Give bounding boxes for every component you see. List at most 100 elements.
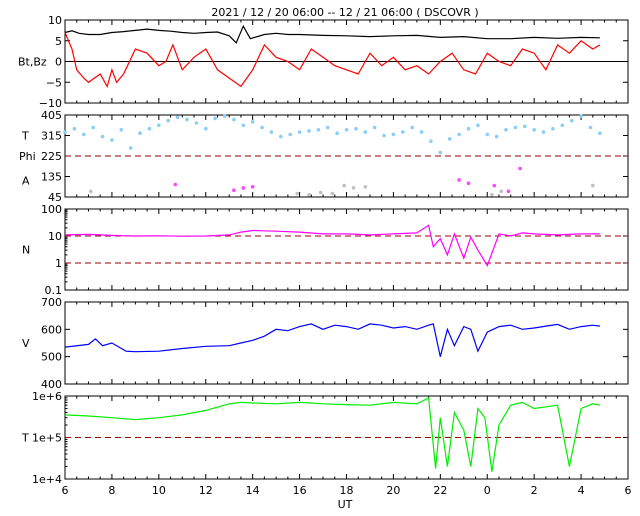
- x-tick-label: 6: [625, 484, 632, 497]
- series-line-V: [64, 323, 600, 357]
- data-point-theta: [316, 128, 321, 132]
- data-point-theta: [325, 125, 330, 130]
- y-tick-label: 1: [55, 257, 62, 270]
- data-point-phi_markers: [457, 178, 461, 182]
- y-tick-label: 1e+5: [32, 432, 62, 445]
- data-point-theta: [579, 114, 583, 118]
- panels: 1050−5−10Bt,Bz40531522513545TPhiA1001010…: [18, 14, 629, 486]
- y-axis-label-a: A: [22, 175, 30, 188]
- x-tick-label: 0: [484, 484, 491, 497]
- data-point-theta: [354, 126, 358, 131]
- x-tick-label: 8: [108, 484, 115, 497]
- data-point-theta: [307, 129, 311, 133]
- data-point-theta: [513, 125, 518, 130]
- data-point-theta: [260, 125, 264, 130]
- data-point-theta: [204, 126, 208, 131]
- data-point-theta: [72, 126, 77, 131]
- data-point-theta: [297, 130, 302, 134]
- data-point-theta: [419, 130, 424, 134]
- data-point-theta: [82, 132, 86, 137]
- y-tick-label: 405: [41, 109, 62, 122]
- data-point-theta: [363, 130, 368, 134]
- panel-temperature: 1e+6 1e+5 1e+4 T: [21, 390, 629, 486]
- x-tick-label: 12: [199, 484, 213, 497]
- y-axis-label: T: [21, 432, 29, 445]
- x-tick-label: 4: [578, 484, 585, 497]
- data-point-theta: [91, 125, 95, 130]
- data-point-phi_markers: [173, 182, 178, 187]
- series-phi_markers: [173, 166, 522, 194]
- data-point-theta: [457, 132, 461, 137]
- y-tick-label: 0: [55, 56, 62, 69]
- data-point-theta: [157, 123, 161, 128]
- data-point-theta: [382, 133, 386, 138]
- y-tick-label: −5: [46, 76, 62, 89]
- data-point-phi: [330, 191, 335, 196]
- data-point-theta: [288, 132, 293, 137]
- y-tick-label: −10: [39, 97, 62, 110]
- data-point-theta: [110, 138, 114, 142]
- data-point-theta: [100, 134, 105, 139]
- series-line-Bt: [64, 24, 600, 44]
- data-point-theta: [410, 125, 415, 130]
- x-tick-label: 16: [293, 484, 307, 497]
- data-point-theta: [166, 118, 170, 123]
- data-point-phi: [89, 189, 93, 194]
- y-tick-label: 5: [55, 35, 62, 48]
- y-tick-label: 100: [41, 203, 62, 216]
- panel-frame: [64, 301, 629, 385]
- series-line-Bz: [64, 32, 601, 88]
- data-point-theta: [232, 117, 236, 122]
- data-point-theta: [213, 116, 217, 121]
- data-point-theta: [119, 128, 124, 132]
- data-point-theta: [250, 120, 255, 124]
- data-point-theta: [523, 124, 527, 129]
- data-point-phi_markers: [506, 189, 511, 194]
- x-axis-label: UT: [338, 498, 353, 511]
- data-point-theta: [447, 137, 452, 141]
- data-point-theta: [222, 114, 227, 118]
- data-point-theta: [476, 123, 480, 128]
- y-tick-label: 225: [41, 150, 62, 163]
- y-tick-label: 10: [48, 14, 62, 27]
- y-tick-label: 1e+6: [32, 390, 62, 403]
- data-point-theta: [269, 130, 274, 134]
- y-tick-label: 315: [41, 130, 62, 143]
- data-point-theta: [391, 132, 396, 137]
- data-point-phi_markers: [241, 186, 246, 190]
- data-point-theta: [344, 128, 349, 132]
- data-point-phi_markers: [518, 166, 522, 171]
- data-point-phi: [307, 192, 311, 197]
- data-point-phi: [342, 183, 347, 188]
- series-line-T: [64, 396, 601, 472]
- series-line-N: [64, 224, 600, 267]
- x-axis: 6 8 10 12 14 16 18 20 22 0 2 4 6: [62, 484, 632, 497]
- data-point-phi_markers: [492, 183, 497, 188]
- data-point-theta: [504, 128, 508, 132]
- data-point-theta: [541, 130, 546, 134]
- data-point-theta: [466, 126, 471, 131]
- x-tick-label: 20: [386, 484, 400, 497]
- data-point-phi: [295, 191, 300, 196]
- panel-speed: 700 600 500 400 V: [22, 296, 629, 391]
- data-point-theta: [372, 125, 377, 130]
- series-phi: [89, 183, 595, 197]
- y-tick-label: 600: [41, 323, 62, 336]
- data-point-theta: [532, 128, 536, 132]
- data-point-phi: [490, 192, 494, 197]
- data-point-theta: [147, 126, 152, 131]
- panel-magnetic-field: 10 5 0 −5 −10 Bt,Bz: [18, 14, 629, 110]
- data-point-theta: [401, 130, 405, 134]
- panel-frame: [64, 208, 629, 291]
- data-point-theta: [485, 132, 490, 137]
- data-point-theta: [128, 146, 133, 150]
- data-point-phi: [318, 190, 323, 195]
- y-axis-label-theta: T: [21, 130, 29, 143]
- y-tick-label: 1e+4: [32, 473, 62, 486]
- data-point-theta: [598, 131, 602, 135]
- data-point-theta: [241, 123, 246, 128]
- y-tick-label: 400: [41, 378, 62, 391]
- data-point-theta: [63, 130, 67, 134]
- y-tick-label: 45: [48, 191, 62, 204]
